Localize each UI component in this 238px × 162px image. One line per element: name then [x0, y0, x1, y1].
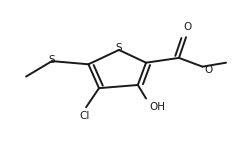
Text: Cl: Cl: [80, 111, 90, 121]
Text: S: S: [116, 43, 122, 53]
Text: O: O: [183, 22, 192, 32]
Text: S: S: [49, 55, 55, 65]
Text: O: O: [204, 65, 212, 75]
Text: OH: OH: [149, 102, 166, 112]
